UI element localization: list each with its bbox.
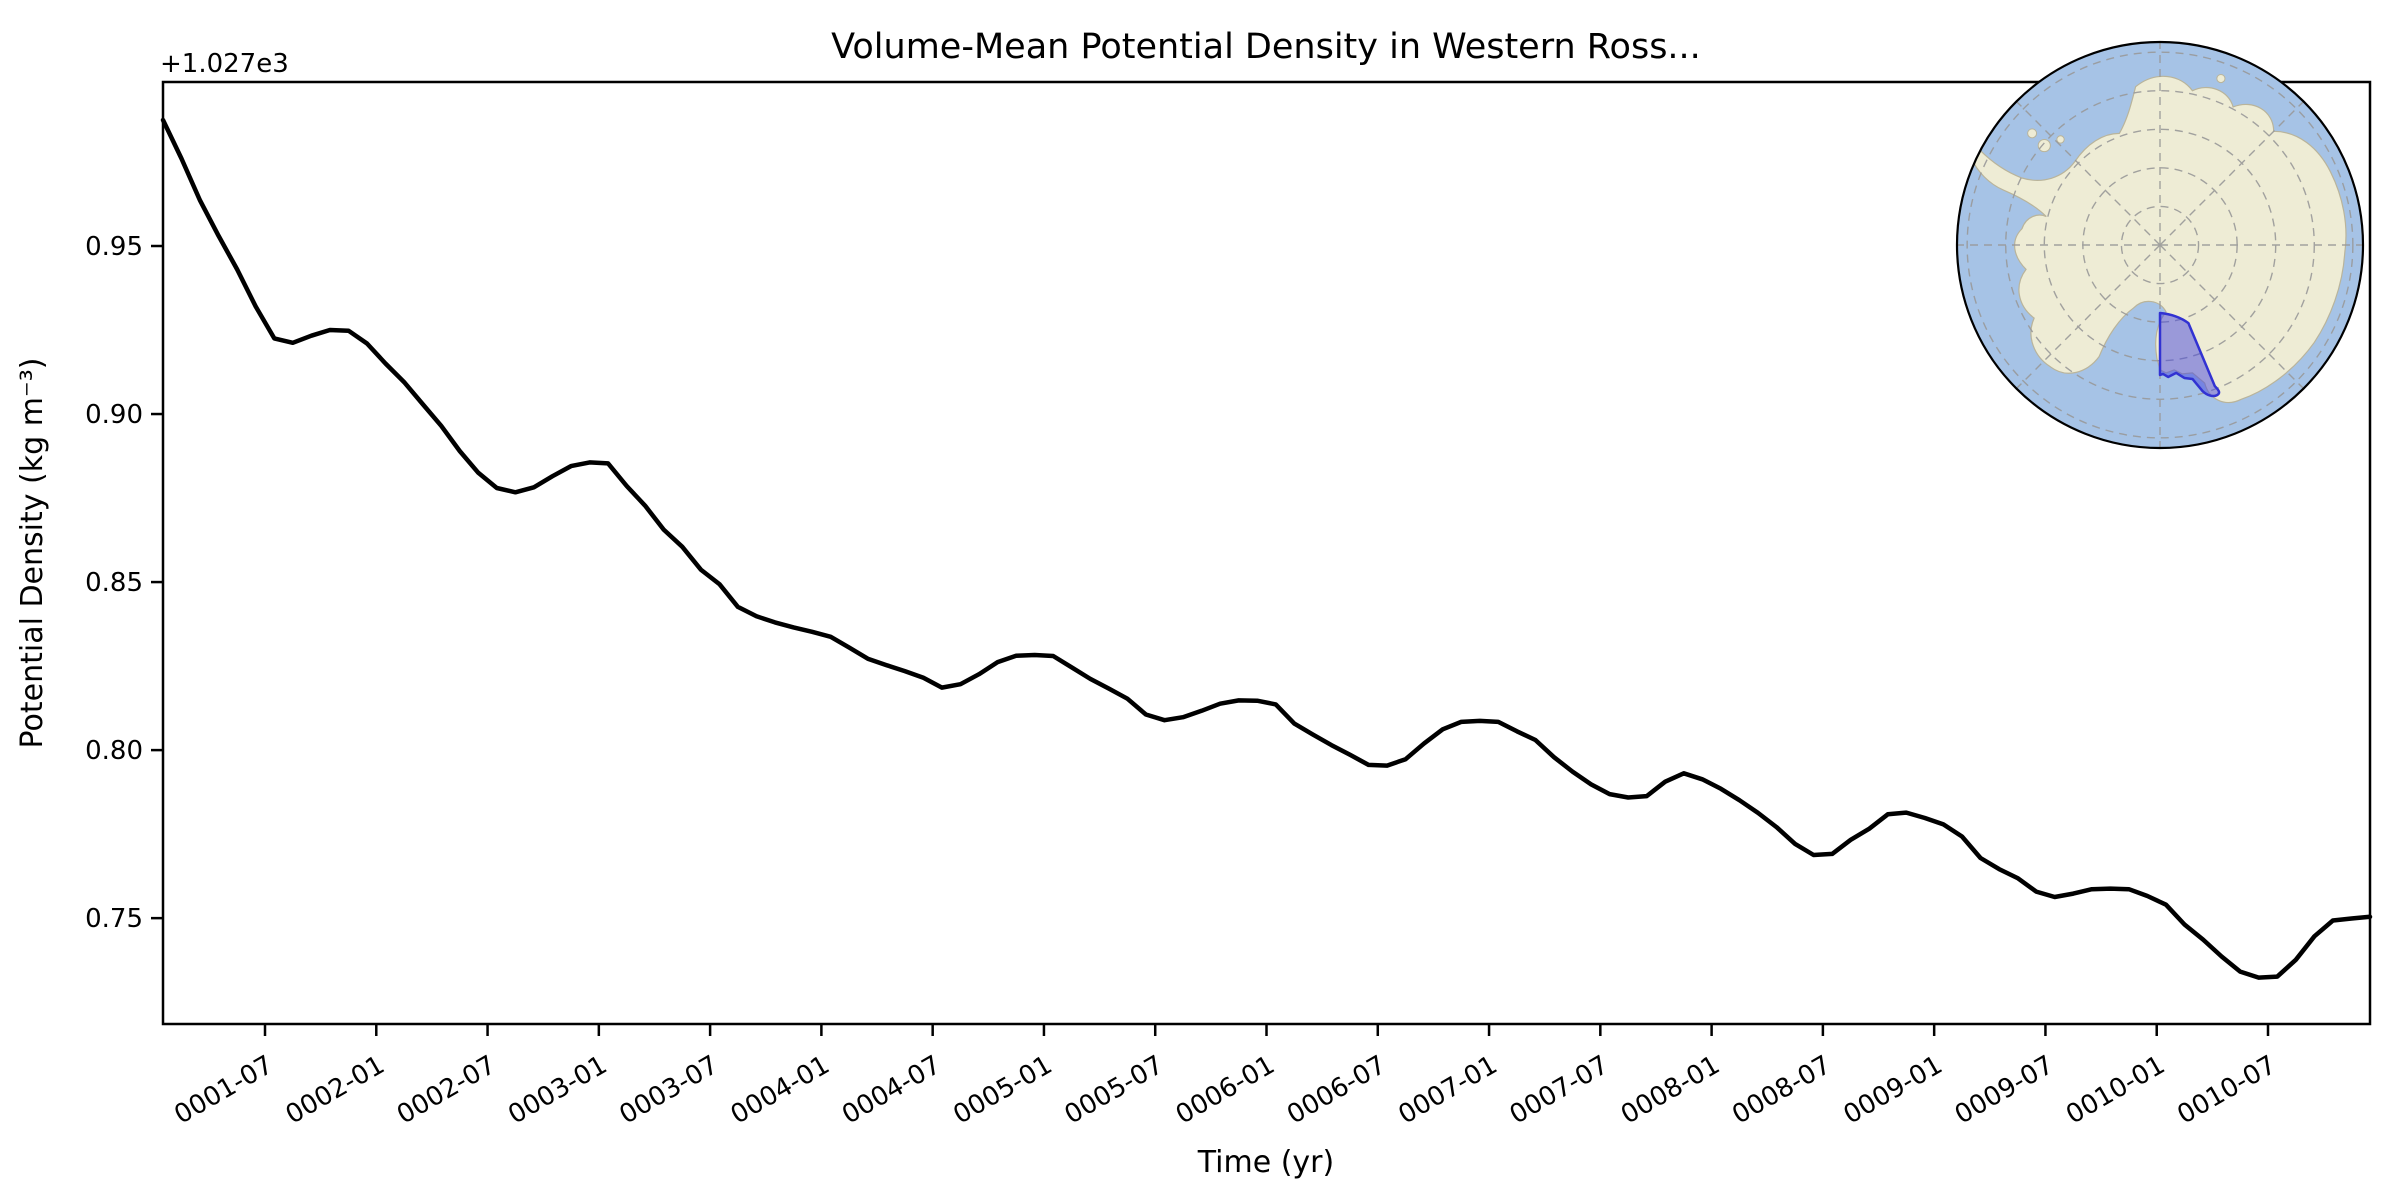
x-tick-label: 0007-07: [1505, 1050, 1614, 1130]
island: [2057, 136, 2064, 143]
x-axis-label: Time (yr): [1197, 1145, 1334, 1180]
x-tick-label: 0003-01: [503, 1050, 612, 1130]
inset-map: [1955, 40, 2365, 450]
y-tick-label: 0.85: [85, 568, 143, 598]
x-tick-label: 0001-07: [169, 1050, 278, 1130]
island: [2217, 74, 2225, 82]
island: [2038, 139, 2050, 151]
x-tick-label: 0004-01: [726, 1050, 835, 1130]
island: [2028, 129, 2037, 138]
y-tick-label: 0.80: [85, 736, 143, 766]
x-tick-label: 0007-01: [1393, 1050, 1502, 1130]
y-axis-ticks: 0.75 0.80 0.85 0.90 0.95: [85, 232, 163, 934]
x-tick-label: 0008-01: [1616, 1050, 1725, 1130]
y-tick-label: 0.95: [85, 232, 143, 262]
plot-render-root: 0.75 0.80 0.85 0.90 0.95 0001-07 0002-01 0002-0…: [85, 40, 2373, 1130]
x-tick-label: 0009-07: [1950, 1050, 2059, 1130]
x-tick-label: 0002-01: [281, 1050, 390, 1130]
highlighted-region-western-ross: [2160, 313, 2219, 396]
meridian-line: [2015, 100, 2161, 246]
meridian-line: [2159, 100, 2305, 246]
x-tick-label: 0009-01: [1839, 1050, 1948, 1130]
x-tick-label: 0005-01: [948, 1050, 1057, 1130]
y-tick-label: 0.75: [85, 904, 143, 934]
x-tick-label: 0006-01: [1171, 1050, 1280, 1130]
inset-border-circle: [1955, 40, 2365, 450]
y-axis-offset-label: +1.027e3: [160, 49, 289, 79]
inset-clipped-content: [1957, 42, 2363, 448]
potential-density-line: [160, 117, 2373, 980]
y-axis-label: Potential Density (kg m⁻³): [15, 358, 50, 749]
x-tick-label: 0005-07: [1060, 1050, 1169, 1130]
x-tick-label: 0002-07: [392, 1050, 501, 1130]
y-tick-label: 0.90: [85, 400, 143, 430]
latitude-circle: [2120, 205, 2200, 285]
chart-title: Volume-Mean Potential Density in Western…: [831, 27, 1701, 67]
x-tick-label: 0010-01: [2061, 1050, 2170, 1130]
meridian-line: [2015, 244, 2161, 390]
x-tick-label: 0006-07: [1282, 1050, 1391, 1130]
graticule: [1957, 42, 2363, 448]
meridian-line: [2159, 244, 2305, 390]
x-tick-label: 0008-07: [1727, 1050, 1836, 1130]
latitude-circle: [1966, 51, 2354, 439]
x-tick-label: 0003-07: [615, 1050, 724, 1130]
x-axis-ticks: 0001-07 0002-01 0002-07 0003-01 0003-07 0004-…: [169, 1024, 2281, 1130]
x-tick-label: 0010-07: [2172, 1050, 2281, 1130]
x-tick-label: 0004-07: [837, 1050, 946, 1130]
